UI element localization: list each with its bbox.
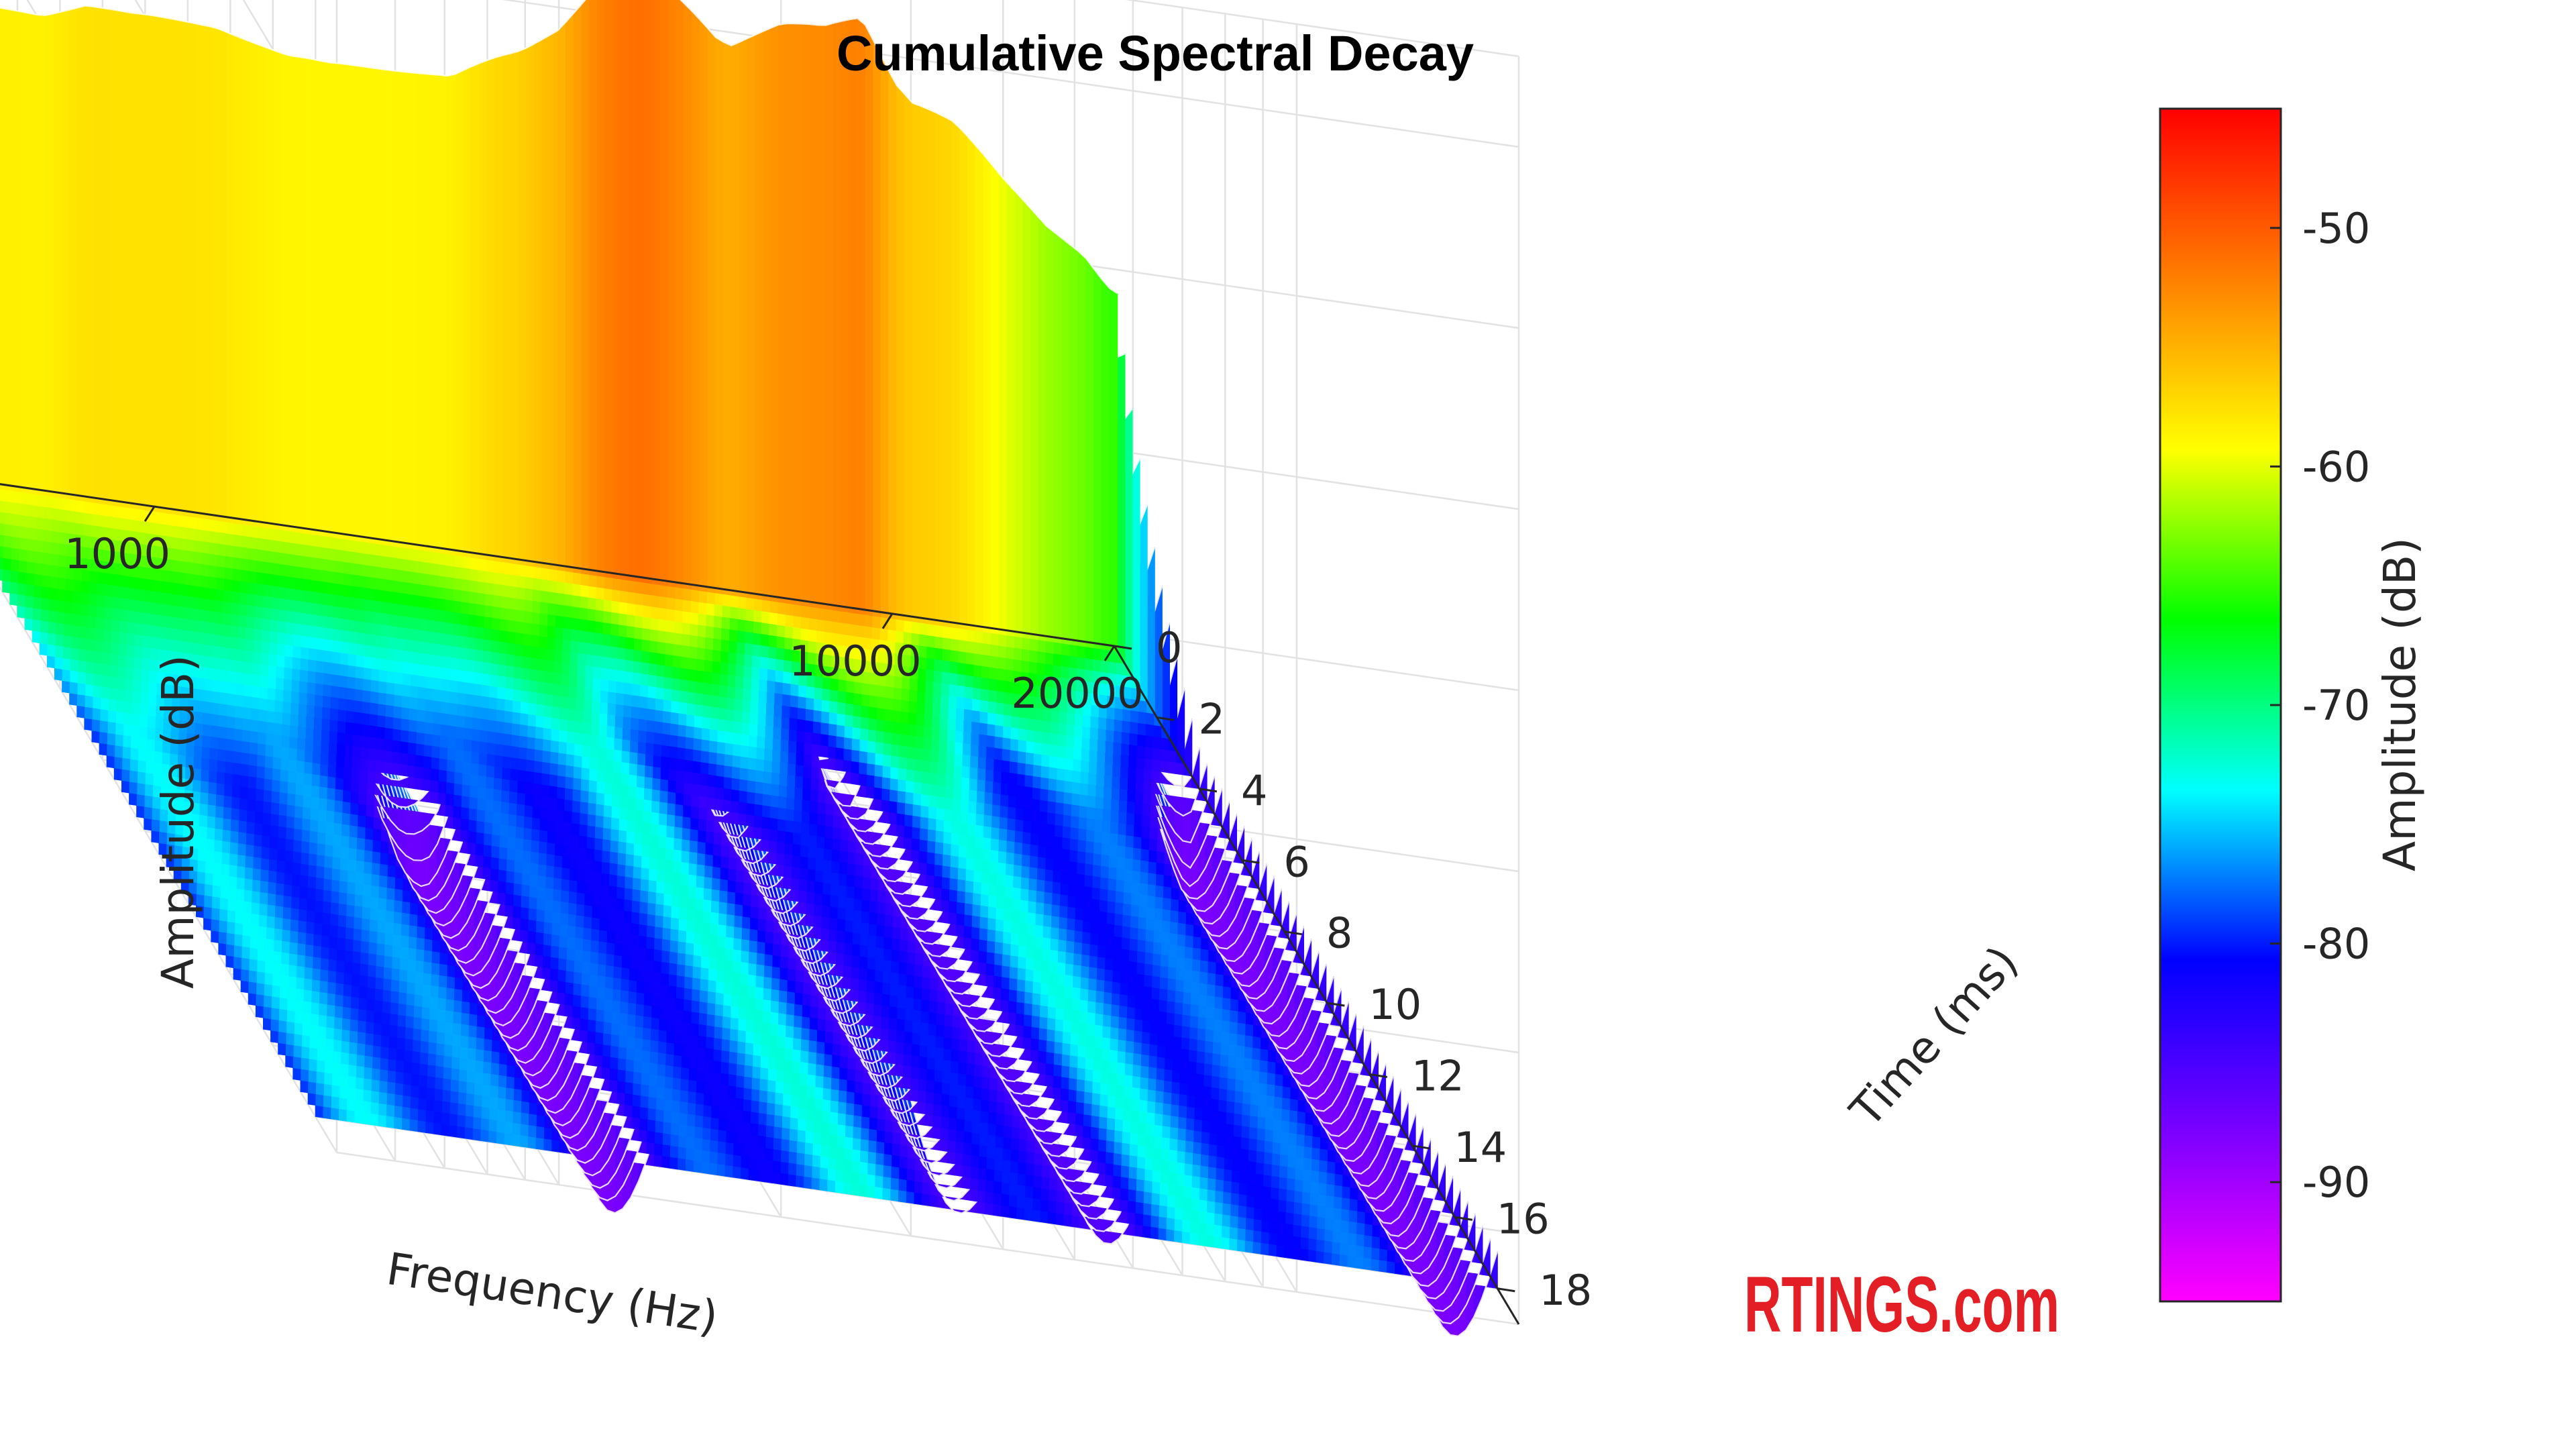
surface-patch [1081,1193,1089,1207]
surface-patch [954,981,963,995]
surface-patch [976,1018,985,1032]
surface-patch [924,930,933,945]
surface-patch [1028,1106,1038,1120]
surface-patch [1021,1093,1030,1107]
surface-patch [1036,1118,1045,1132]
surface-patch [1088,1205,1097,1220]
surface-patch [991,1043,1000,1057]
surface-patch [931,943,941,957]
surface-patch [1058,1155,1067,1170]
surface-patch [902,893,911,907]
grid-line [1125,0,1519,58]
surface-patch [947,968,955,982]
grid-line [0,586,338,1153]
surface-patch [872,843,881,857]
surface-patch [983,1030,993,1044]
grid-line [501,0,1519,148]
surface-patch [969,1006,978,1020]
surface-patch [916,918,926,932]
surface-patch [961,993,971,1007]
surface-patch [1095,1218,1105,1232]
surface-patch [879,855,888,870]
grid-line [336,1151,1519,1326]
surface-patch [1065,1168,1075,1182]
surface-patch [398,797,407,808]
surface-patch [1051,1143,1060,1157]
surface-patch [1073,1181,1082,1195]
grid-line [242,0,338,157]
surface-patch [406,810,415,835]
decay-surface [0,0,1499,1337]
surface-patch [887,868,896,882]
surface-patch [894,881,904,895]
surface-patch [1103,1230,1112,1244]
surface-patch [1014,1081,1022,1095]
surface-patch [1043,1130,1053,1144]
surface-patch [1006,1068,1015,1082]
surface-patch [909,906,918,920]
surface-patch [998,1055,1008,1070]
surface-patch [939,955,948,970]
